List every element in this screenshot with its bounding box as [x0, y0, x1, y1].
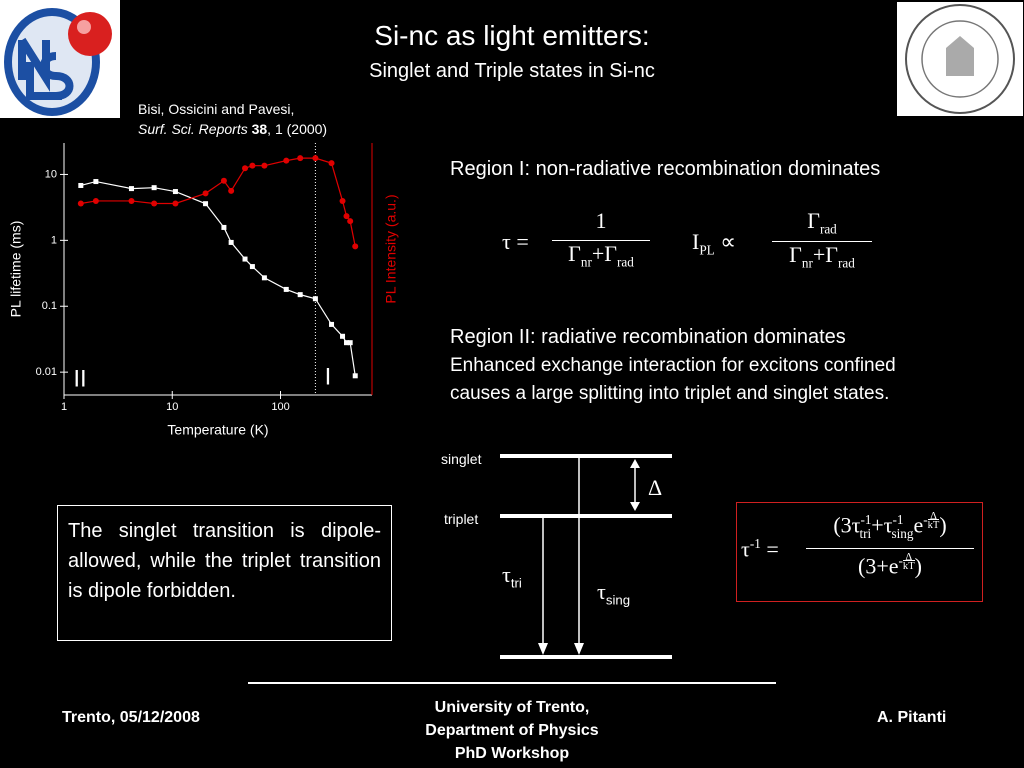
point	[352, 373, 358, 379]
delta-label: Δ	[648, 475, 663, 500]
point	[283, 286, 289, 292]
arrow-head	[538, 643, 548, 655]
subtitle: Singlet and Triple states in Si-nc	[369, 60, 655, 82]
point	[249, 264, 255, 270]
y2-axis-label: PL Intensity (a.u.)	[383, 194, 399, 303]
fraction: Γrad Γnr+Γrad	[772, 208, 872, 272]
rate-box	[736, 502, 983, 602]
y-axis-label: PL lifetime (ms)	[8, 221, 24, 318]
series-line	[80, 180, 356, 376]
region-2-text: Enhanced exchange interaction for excito…	[450, 355, 896, 376]
singlet-label: singlet	[441, 451, 482, 467]
eq-lhs: τ =	[502, 229, 529, 254]
fraction: 1 Γnr+Γrad	[552, 208, 650, 270]
point	[343, 213, 350, 220]
point	[328, 160, 335, 167]
point	[228, 239, 234, 245]
point	[329, 321, 335, 327]
unitn-seal-inner	[921, 20, 999, 98]
volume: 38	[251, 121, 268, 137]
numerator: 1	[595, 208, 607, 233]
point	[151, 200, 158, 207]
title: Si-nc as light emitters:	[374, 20, 650, 51]
point	[202, 190, 209, 197]
point	[297, 155, 304, 162]
nls-logo-letters	[18, 37, 74, 100]
annotation: II	[73, 365, 86, 392]
unitn-seal-emblem	[946, 36, 974, 76]
x-axis-label: Temperature (K)	[167, 422, 268, 438]
footer-right: A. Pitanti	[877, 709, 947, 726]
point	[228, 187, 235, 194]
citation-authors: Bisi, Ossicini and Pavesi,	[138, 101, 295, 117]
point	[77, 200, 84, 207]
point	[297, 292, 303, 298]
series-line	[80, 157, 356, 247]
citation-ref: Surf. Sci. Reports 38, 1 (2000)	[138, 121, 327, 137]
eq-lhs: IPL ∝	[692, 229, 736, 258]
point	[352, 243, 359, 250]
eq-lhs: τ-1 =	[741, 536, 779, 562]
region-1: Region I: non-radiative recombination do…	[450, 158, 881, 180]
point	[172, 200, 179, 207]
point	[242, 256, 248, 262]
arrow-head	[574, 643, 584, 655]
x-tick-label: 100	[271, 401, 289, 413]
y-tick-label: 0.1	[42, 300, 57, 312]
point	[283, 157, 290, 164]
point	[220, 177, 227, 184]
point	[340, 333, 346, 339]
y-tick-label: 10	[45, 168, 57, 180]
point	[339, 197, 346, 204]
point	[344, 340, 350, 346]
denominator: Γnr+Γrad	[552, 240, 650, 270]
triplet-label: triplet	[444, 511, 479, 527]
point	[78, 182, 84, 188]
denominator: Γnr+Γrad	[772, 241, 872, 271]
point	[92, 197, 99, 204]
tau-tri: τtri	[502, 562, 522, 591]
point	[128, 186, 134, 192]
point	[312, 155, 319, 162]
pages: , 1 (2000)	[267, 121, 328, 137]
unitn-seal-ring	[905, 4, 1015, 114]
tau-sing: τsing	[597, 579, 631, 608]
note-box: The singlet transition is dipole-allowed…	[57, 505, 392, 641]
point	[151, 185, 157, 191]
point	[242, 165, 249, 172]
region-2-text: causes a large splitting into triplet an…	[450, 383, 890, 404]
point	[261, 162, 268, 169]
point	[347, 218, 354, 225]
point	[203, 201, 209, 207]
footer-center: University of Trento, Department of Physi…	[425, 699, 599, 762]
point	[261, 275, 267, 281]
annotation: I	[325, 363, 332, 390]
point	[128, 197, 135, 204]
point	[172, 189, 178, 195]
point	[312, 296, 318, 302]
numerator: Γrad	[807, 208, 837, 237]
journal: Surf. Sci. Reports	[138, 121, 248, 137]
point	[347, 340, 353, 346]
point	[221, 224, 227, 230]
x-tick-label: 10	[166, 401, 178, 413]
y-tick-label: 0.01	[36, 366, 57, 378]
x-tick-label: 1	[61, 401, 67, 413]
region-2-title: Region II: radiative recombination domin…	[450, 326, 846, 348]
point	[249, 162, 256, 169]
point	[93, 179, 99, 185]
y-tick-label: 1	[51, 234, 57, 246]
footer-left: Trento, 05/12/2008	[62, 709, 200, 726]
nls-logo-highlight	[77, 20, 91, 34]
